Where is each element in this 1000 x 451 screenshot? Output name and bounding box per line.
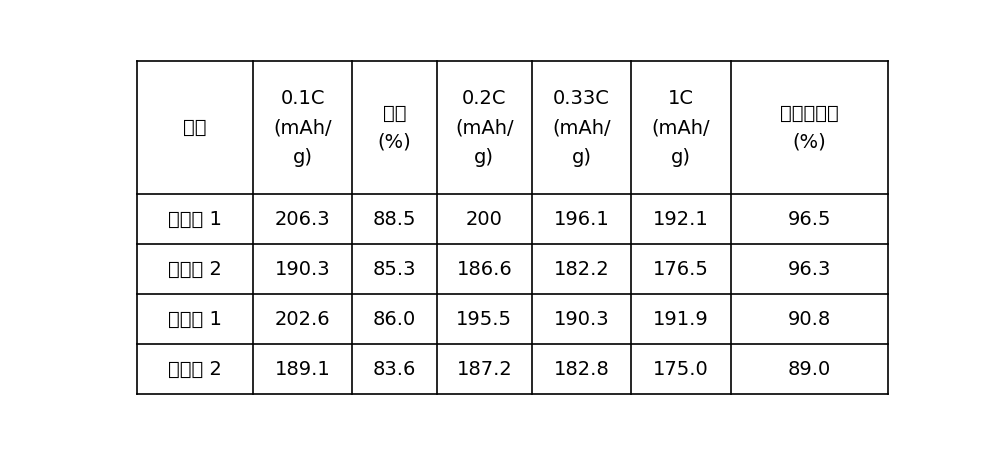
Text: 191.9: 191.9 — [653, 310, 709, 329]
Text: 186.6: 186.6 — [456, 260, 512, 279]
Text: 176.5: 176.5 — [653, 260, 709, 279]
Text: 容量保持率: 容量保持率 — [780, 104, 839, 123]
Text: 0.2C: 0.2C — [462, 89, 507, 108]
Text: g): g) — [293, 147, 313, 166]
Text: 182.2: 182.2 — [554, 260, 610, 279]
Text: 对比例 1: 对比例 1 — [168, 310, 222, 329]
Text: 96.3: 96.3 — [788, 260, 831, 279]
Text: 0.33C: 0.33C — [553, 89, 610, 108]
Text: (%): (%) — [378, 133, 411, 152]
Text: 实施例 1: 实施例 1 — [168, 210, 222, 229]
Text: 89.0: 89.0 — [788, 360, 831, 379]
Text: 206.3: 206.3 — [275, 210, 331, 229]
Text: 首效: 首效 — [383, 104, 406, 123]
Text: 86.0: 86.0 — [373, 310, 416, 329]
Text: 85.3: 85.3 — [373, 260, 416, 279]
Text: 96.5: 96.5 — [788, 210, 831, 229]
Text: 对比例 2: 对比例 2 — [168, 360, 222, 379]
Text: 175.0: 175.0 — [653, 360, 709, 379]
Text: 0.1C: 0.1C — [281, 89, 325, 108]
Text: 83.6: 83.6 — [373, 360, 416, 379]
Text: 187.2: 187.2 — [456, 360, 512, 379]
Text: 90.8: 90.8 — [788, 310, 831, 329]
Text: (mAh/: (mAh/ — [652, 118, 710, 137]
Text: 190.3: 190.3 — [554, 310, 609, 329]
Text: 190.3: 190.3 — [275, 260, 331, 279]
Text: 189.1: 189.1 — [275, 360, 331, 379]
Text: 实施例 2: 实施例 2 — [168, 260, 222, 279]
Text: 样品: 样品 — [183, 118, 207, 137]
Text: g): g) — [572, 147, 592, 166]
Text: 1C: 1C — [668, 89, 694, 108]
Text: 88.5: 88.5 — [373, 210, 416, 229]
Text: (mAh/: (mAh/ — [455, 118, 514, 137]
Text: (mAh/: (mAh/ — [273, 118, 332, 137]
Text: 182.8: 182.8 — [554, 360, 610, 379]
Text: 200: 200 — [466, 210, 503, 229]
Text: g): g) — [474, 147, 494, 166]
Text: 195.5: 195.5 — [456, 310, 512, 329]
Text: 202.6: 202.6 — [275, 310, 331, 329]
Text: g): g) — [671, 147, 691, 166]
Text: 192.1: 192.1 — [653, 210, 709, 229]
Text: (%): (%) — [793, 133, 826, 152]
Text: (mAh/: (mAh/ — [552, 118, 611, 137]
Text: 196.1: 196.1 — [554, 210, 610, 229]
